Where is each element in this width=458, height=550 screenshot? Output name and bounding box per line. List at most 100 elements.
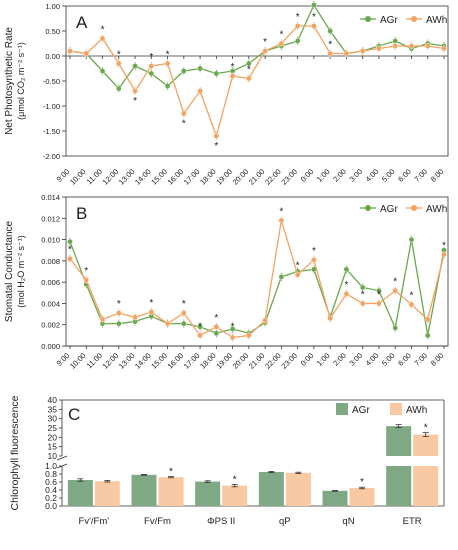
x-tick-label: 11:00 — [85, 167, 104, 186]
data-point-awh — [376, 300, 382, 307]
significance-star: * — [279, 206, 283, 217]
data-point-awh — [99, 35, 106, 42]
significance-star: * — [328, 40, 332, 51]
significance-star: * — [360, 477, 364, 488]
data-point-awh — [327, 50, 333, 57]
significance-star: * — [133, 96, 137, 107]
significance-star: * — [169, 467, 173, 478]
data-point-awh — [148, 309, 155, 315]
data-point-awh — [229, 73, 236, 79]
y-tick-label: 15 — [48, 442, 58, 452]
bar-awh — [285, 472, 311, 506]
significance-star: * — [231, 62, 235, 73]
data-point-awh — [359, 48, 366, 54]
legend-marker — [411, 205, 417, 211]
y-tick-label: -2.00 — [43, 152, 60, 161]
significance-star: * — [117, 299, 121, 310]
x-tick-label: 7:00 — [412, 167, 429, 184]
data-point-agr — [213, 70, 220, 77]
data-point-awh — [376, 45, 382, 52]
significance-star: * — [68, 245, 72, 256]
data-point-awh — [67, 255, 73, 262]
significance-star: * — [101, 25, 105, 36]
data-point-awh — [164, 320, 171, 327]
x-tick-label: 22:00 — [263, 351, 283, 371]
x-tick-label: 1:00 — [315, 167, 332, 184]
data-point-awh — [213, 133, 220, 139]
legend-label: AGr — [380, 204, 398, 215]
y-axis-unit: (μmol CO₂ m⁻² s⁻¹) — [16, 42, 26, 120]
significance-star: * — [344, 280, 348, 291]
significance-star: * — [312, 246, 316, 257]
legend-marker — [365, 16, 371, 22]
legend-label: AGr — [352, 405, 370, 416]
category-label: Fv/Fm — [144, 516, 171, 527]
x-tick-label: 13:00 — [117, 167, 137, 187]
x-tick-label: 17:00 — [182, 351, 202, 371]
data-point-awh — [83, 277, 90, 283]
data-point-agr — [311, 2, 317, 8]
y-tick-label: 0.0 — [45, 501, 57, 511]
data-point-awh — [83, 50, 90, 57]
data-point-awh — [294, 271, 301, 278]
y-tick-label: 0.002 — [41, 321, 60, 330]
bar-awh-upper — [413, 434, 439, 456]
data-point-awh — [343, 50, 350, 57]
x-tick-label: 5:00 — [380, 351, 397, 368]
significance-star: * — [214, 313, 218, 324]
data-point-awh — [197, 88, 203, 94]
significance-star: * — [410, 290, 414, 301]
significance-star: * — [424, 423, 428, 434]
y-tick-label: -0.50 — [43, 77, 60, 86]
data-point-awh — [164, 60, 171, 67]
y-tick-label: 0.010 — [41, 236, 60, 245]
significance-star: * — [182, 119, 186, 130]
data-point-awh — [246, 75, 252, 82]
series-line-awh — [69, 220, 445, 339]
y-tick-label: 0.8 — [45, 469, 57, 479]
x-tick-label: 15:00 — [149, 351, 169, 371]
category-label: qN — [342, 516, 354, 527]
y-tick-label: 0.012 — [41, 214, 60, 223]
y-tick-label: 0.014 — [41, 193, 60, 202]
significance-star: * — [393, 277, 397, 288]
significance-star: * — [377, 289, 381, 300]
x-tick-label: 20:00 — [231, 351, 251, 371]
y-tick-label: 0.2 — [45, 493, 57, 503]
data-point-agr — [115, 85, 122, 92]
data-point-awh — [408, 43, 415, 49]
data-point-agr — [181, 68, 187, 74]
significance-star: * — [233, 474, 237, 485]
y-tick-label: 40 — [48, 395, 58, 405]
x-tick-label: 0:00 — [299, 167, 316, 184]
significance-star: * — [84, 266, 88, 277]
data-point-awh — [148, 63, 155, 69]
x-tick-label: 21:00 — [247, 351, 267, 371]
legend-marker — [411, 16, 417, 22]
bar-agr-lower — [386, 466, 412, 506]
x-tick-label: 3:00 — [347, 167, 364, 184]
y-tick-label: 0.00 — [45, 52, 60, 61]
data-point-awh — [294, 23, 301, 29]
data-point-awh — [311, 256, 317, 263]
y-tick-label: 0.000 — [41, 342, 60, 351]
bar-awh — [158, 477, 184, 506]
data-point-agr — [164, 83, 171, 89]
y-tick-label: 0.008 — [41, 257, 60, 266]
legend-marker — [365, 205, 371, 211]
bar-agr — [131, 474, 157, 506]
series-line-agr — [69, 3, 445, 90]
x-tick-label: 0:00 — [299, 351, 316, 368]
x-tick-label: 4:00 — [364, 167, 381, 184]
data-point-awh — [132, 88, 138, 94]
data-point-agr — [67, 238, 73, 245]
x-tick-label: 23:00 — [279, 351, 299, 371]
data-point-awh — [392, 287, 399, 294]
x-tick-label: 6:00 — [396, 167, 413, 184]
data-point-awh — [132, 314, 138, 321]
data-point-awh — [441, 251, 447, 258]
x-tick-label: 5:00 — [380, 167, 397, 184]
x-tick-label: 21:00 — [247, 167, 267, 187]
x-tick-label: 2:00 — [331, 167, 348, 184]
